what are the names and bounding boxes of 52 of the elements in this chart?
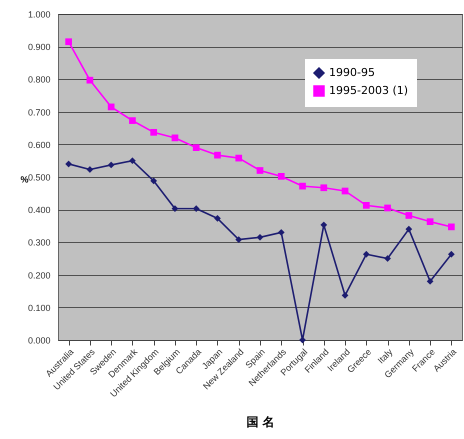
point — [214, 215, 221, 222]
point — [86, 76, 94, 84]
point — [150, 128, 158, 136]
y-tick-label: 0.600 — [28, 140, 50, 150]
point — [235, 154, 242, 162]
x-axis-title: 国 名 — [246, 415, 275, 430]
point — [129, 117, 136, 124]
point — [299, 336, 306, 344]
point — [362, 202, 370, 209]
y-tick-label: 0.800 — [28, 74, 50, 85]
point — [235, 236, 242, 243]
point — [214, 152, 221, 159]
point — [405, 226, 412, 233]
point — [426, 278, 434, 285]
y-tick-label: 0.000 — [28, 336, 50, 346]
y-tick-label: 1.000 — [28, 10, 50, 20]
point — [256, 234, 264, 241]
point — [65, 160, 72, 168]
point — [86, 166, 94, 173]
point — [342, 188, 348, 194]
point — [172, 134, 178, 142]
point — [426, 218, 434, 226]
y-axis-title: % — [20, 174, 28, 184]
point — [342, 292, 348, 299]
point — [150, 178, 158, 184]
point — [299, 182, 306, 190]
y-tick-label: 0.200 — [28, 270, 50, 280]
point — [108, 104, 115, 110]
point — [384, 204, 391, 212]
point — [278, 229, 285, 236]
point — [172, 205, 178, 212]
legend-label: 1995-2003 (1) — [329, 84, 408, 97]
point — [362, 250, 370, 258]
point — [405, 212, 412, 219]
point — [320, 184, 328, 192]
y-tick-label: 0.500 — [28, 172, 50, 182]
point — [448, 224, 455, 230]
point — [384, 255, 391, 262]
y-tick-label: 0.900 — [28, 42, 50, 52]
point — [256, 167, 264, 174]
point — [65, 38, 72, 46]
point — [129, 157, 136, 164]
point — [108, 162, 115, 168]
y-tick-label: 0.300 — [28, 238, 50, 248]
point — [448, 250, 455, 258]
point — [192, 205, 200, 212]
point — [192, 144, 200, 152]
y-tick-label: 0.700 — [28, 107, 50, 118]
legend-label: 1990-95 — [329, 66, 375, 79]
y-tick-label: 0.100 — [28, 302, 50, 313]
point — [278, 172, 285, 180]
y-tick-label: 0.400 — [28, 205, 50, 216]
